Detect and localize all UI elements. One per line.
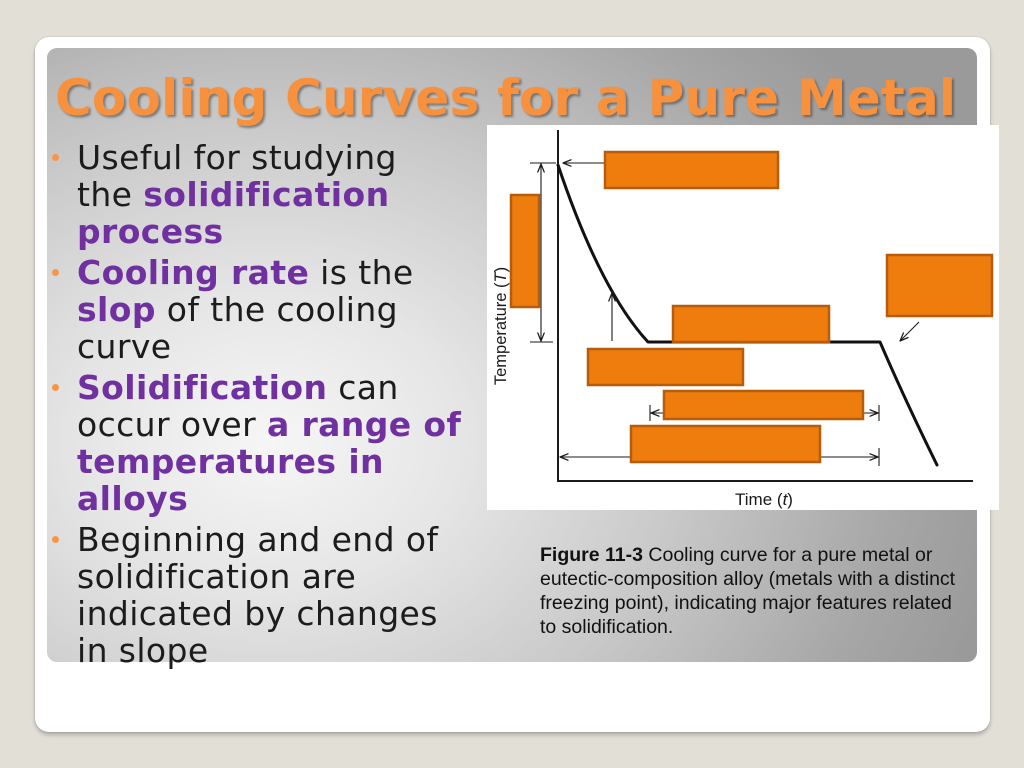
bullet-text: the bbox=[77, 175, 144, 214]
slide-title: Cooling Curves for a Pure Metal bbox=[55, 69, 957, 127]
bullet-line: temperatures in bbox=[77, 443, 482, 480]
y-axis-label-text: Temperature ( bbox=[492, 282, 510, 385]
bullet-line: solidification are bbox=[77, 558, 482, 595]
bullet-line: indicated by changes bbox=[77, 595, 482, 632]
cooling-curve-figure: Temperature (T) Time (t) bbox=[487, 125, 999, 510]
bullet-emphasis: Cooling rate bbox=[77, 253, 310, 292]
bullet-marker bbox=[52, 154, 59, 161]
bullet-line: alloys bbox=[77, 480, 482, 517]
x-axis-variable: t bbox=[783, 490, 789, 509]
bullet-emphasis: temperatures in bbox=[77, 442, 384, 481]
bullet-line: slop of the cooling bbox=[77, 291, 482, 328]
bullet-emphasis: process bbox=[77, 212, 224, 251]
undercooling-leader bbox=[611, 290, 630, 318]
label-cover-box bbox=[671, 304, 831, 344]
bullet-emphasis: alloys bbox=[77, 479, 189, 518]
y-axis-label: Temperature (T) bbox=[492, 267, 510, 385]
label-cover-box bbox=[603, 150, 780, 190]
cooling-curve bbox=[556, 163, 939, 467]
bullet-emphasis: Solidification bbox=[77, 368, 328, 407]
cooling-curve-diagram: Temperature (T) Time (t) bbox=[492, 130, 994, 509]
bullet-text: of the cooling bbox=[155, 290, 399, 329]
bullet-item: Useful for studying the solidification p… bbox=[52, 139, 482, 250]
bullet-item: Cooling rate is the slop of the cooling … bbox=[52, 254, 482, 365]
bullet-line: Useful for studying bbox=[77, 139, 482, 176]
plateau-end-leader bbox=[900, 321, 920, 341]
label-cover-box bbox=[885, 253, 994, 318]
bullet-line: the solidification bbox=[77, 176, 482, 213]
x-axis-label-text: Time ( bbox=[735, 490, 783, 509]
bullet-line: in slope bbox=[77, 632, 482, 669]
bullet-line: Cooling rate is the bbox=[77, 254, 482, 291]
figure-caption-text: Cooling curve for a pure metal or eutect… bbox=[540, 544, 956, 638]
bullet-text: is the bbox=[309, 253, 414, 292]
bullet-line: curve bbox=[77, 328, 482, 365]
bullet-text: can bbox=[327, 368, 399, 407]
x-axis-label-close: ) bbox=[787, 490, 793, 509]
bullet-emphasis: slop bbox=[77, 290, 156, 329]
bullet-marker bbox=[52, 384, 59, 391]
label-cover-box bbox=[662, 389, 865, 421]
bullet-text: solidification are bbox=[77, 557, 357, 596]
bullet-text: Beginning and end of bbox=[77, 520, 439, 559]
bullet-line: Solidification can bbox=[77, 369, 482, 406]
figure-caption: Figure 11-3 Cooling curve for a pure met… bbox=[540, 543, 965, 639]
bullet-text: curve bbox=[77, 327, 172, 366]
bullet-text: Useful for studying bbox=[77, 138, 397, 177]
bullet-emphasis: solidification bbox=[143, 175, 390, 214]
bullet-list: Useful for studying the solidification p… bbox=[52, 139, 482, 669]
bullet-text: indicated by changes bbox=[77, 594, 438, 633]
bullet-line: Beginning and end of bbox=[77, 521, 482, 558]
figure-caption-label: Figure 11-3 bbox=[540, 544, 643, 566]
bullet-line: process bbox=[77, 213, 482, 250]
bullet-marker bbox=[52, 536, 59, 543]
bullet-item: Solidification can occur over a range of… bbox=[52, 369, 482, 517]
bullet-item: Beginning and end of solidification are … bbox=[52, 521, 482, 669]
bullet-emphasis: a range of bbox=[266, 405, 462, 444]
y-axis-variable: T bbox=[492, 270, 510, 282]
bullet-text: occur over bbox=[77, 405, 267, 444]
y-axis-label-close: ) bbox=[492, 267, 510, 273]
label-cover-box bbox=[629, 424, 822, 464]
x-axis-label: Time (t) bbox=[735, 490, 793, 509]
bullet-text: in slope bbox=[77, 631, 209, 670]
bullet-marker bbox=[52, 269, 59, 276]
label-cover-box bbox=[586, 347, 745, 387]
label-cover-box bbox=[509, 193, 541, 309]
bullet-line: occur over a range of bbox=[77, 406, 482, 443]
